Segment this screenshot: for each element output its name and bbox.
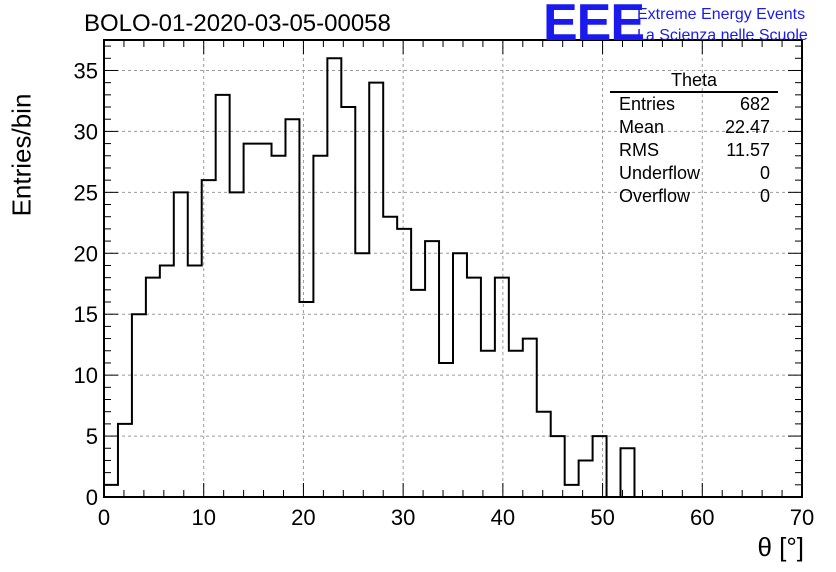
- x-tick-label: 40: [491, 505, 515, 530]
- stats-row: Mean 22.47: [610, 116, 778, 139]
- logo-line-1: Extreme Energy Events: [637, 6, 806, 23]
- x-tick-label: 50: [590, 505, 614, 530]
- y-tick-label: 10: [74, 363, 98, 388]
- tick-labels: 0 5 10 15 20 25 30 35 0 10 20 30 40 50 60 70: [74, 58, 815, 530]
- y-tick-label: 20: [74, 241, 98, 266]
- y-tick-label: 5: [86, 424, 98, 449]
- stats-row: RMS 11.57: [610, 139, 778, 162]
- x-tick-label: 70: [790, 505, 814, 530]
- chart-title: BOLO-01-2020-03-05-00058: [84, 10, 391, 37]
- stats-label: RMS: [619, 140, 659, 160]
- stats-title: Theta: [610, 70, 778, 93]
- axis-ticks: [103, 40, 803, 498]
- x-tick-label: 60: [690, 505, 714, 530]
- grid-lines: [104, 40, 802, 497]
- x-tick-label: 0: [98, 505, 110, 530]
- stats-row: Entries 682: [610, 93, 778, 116]
- stats-row: Underflow 0: [610, 162, 778, 185]
- stats-label: Entries: [619, 94, 676, 114]
- y-tick-label: 25: [74, 180, 98, 205]
- x-tick-label: 10: [191, 505, 215, 530]
- y-axis-title-text: Entries/bin: [6, 93, 37, 217]
- stats-label: Underflow: [619, 163, 701, 183]
- y-tick-label: 0: [86, 485, 98, 510]
- logo-caption: Extreme Energy Events La Scienza nelle S…: [637, 4, 808, 46]
- x-axis-title: θ [°]: [757, 532, 804, 562]
- stats-value: 682: [739, 94, 770, 114]
- stats-box: Theta Entries 682 Mean 22.47 RMS 11.57 Unde…: [610, 70, 778, 208]
- x-tick-label: 20: [291, 505, 315, 530]
- plot-frame: [103, 39, 803, 498]
- y-tick-label: 35: [74, 58, 98, 83]
- y-axis-title: Entries/bin: [2, 94, 42, 217]
- stats-value: 0: [759, 186, 770, 206]
- stats-value: 11.57: [726, 140, 770, 160]
- stats-label: Mean: [619, 117, 665, 137]
- eee-logo: EEE: [543, 0, 645, 52]
- y-tick-label: 15: [74, 302, 98, 327]
- stats-label: Overflow: [619, 186, 691, 206]
- logo-line-2: La Scienza nelle Scuole: [637, 27, 808, 44]
- histogram-line: [103, 57, 636, 498]
- x-tick-label: 30: [391, 505, 415, 530]
- stats-row: Overflow 0: [610, 185, 778, 208]
- stats-value: 22.47: [724, 117, 770, 137]
- stats-value: 0: [759, 163, 770, 183]
- y-tick-label: 30: [74, 119, 98, 144]
